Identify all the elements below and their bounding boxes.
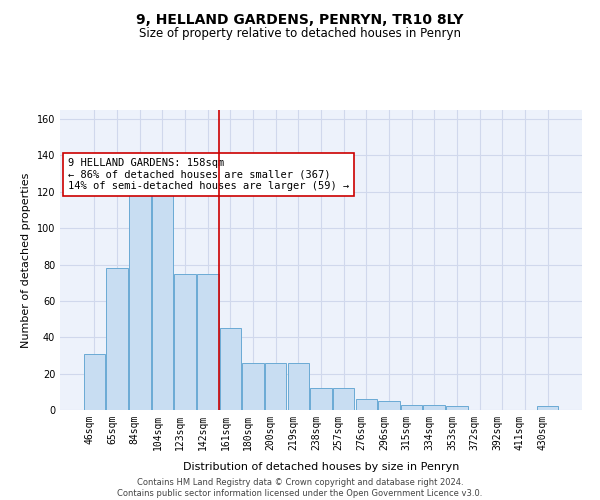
Bar	[175, 274, 196, 410]
Bar	[197, 274, 218, 410]
Bar	[129, 190, 151, 410]
Text: 9, HELLAND GARDENS, PENRYN, TR10 8LY: 9, HELLAND GARDENS, PENRYN, TR10 8LY	[136, 12, 464, 26]
Bar	[356, 399, 377, 410]
Text: Distribution of detached houses by size in Penryn: Distribution of detached houses by size …	[183, 462, 459, 472]
Bar	[242, 362, 264, 410]
Bar	[378, 401, 400, 410]
Bar	[152, 190, 173, 410]
Bar	[84, 354, 105, 410]
Bar	[446, 406, 467, 410]
Bar	[537, 406, 558, 410]
Bar	[424, 404, 445, 410]
Bar	[287, 362, 309, 410]
Bar	[106, 268, 128, 410]
Bar	[265, 362, 286, 410]
Text: Size of property relative to detached houses in Penryn: Size of property relative to detached ho…	[139, 28, 461, 40]
Bar	[220, 328, 241, 410]
Y-axis label: Number of detached properties: Number of detached properties	[21, 172, 31, 348]
Bar	[310, 388, 332, 410]
Text: 9 HELLAND GARDENS: 158sqm
← 86% of detached houses are smaller (367)
14% of semi: 9 HELLAND GARDENS: 158sqm ← 86% of detac…	[68, 158, 349, 191]
Bar	[333, 388, 355, 410]
Text: Contains HM Land Registry data © Crown copyright and database right 2024.
Contai: Contains HM Land Registry data © Crown c…	[118, 478, 482, 498]
Bar	[401, 404, 422, 410]
